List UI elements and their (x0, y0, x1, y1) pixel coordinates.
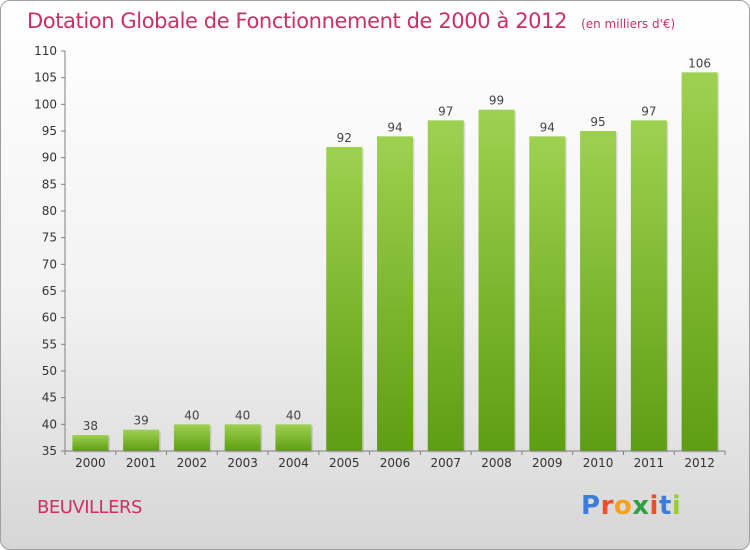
x-tick-label: 2000 (75, 456, 106, 470)
x-tick-label: 2007 (430, 456, 461, 470)
y-tick-label: 100 (34, 97, 57, 111)
bar-value-label: 95 (590, 115, 605, 129)
logo-letter: r (600, 491, 614, 521)
y-tick-label: 75 (42, 231, 57, 245)
x-tick-label: 2002 (177, 456, 208, 470)
bar-value-label: 94 (540, 120, 555, 134)
bar-value-label: 38 (83, 419, 98, 433)
bar-group: 97 (630, 104, 669, 453)
x-tick-label: 2003 (227, 456, 258, 470)
bar (580, 131, 617, 451)
chart-title-text: Dotation Globale de Fonctionnement de 20… (27, 9, 568, 33)
y-tick-label: 85 (42, 177, 57, 191)
logo-letter: t (658, 491, 672, 521)
bar-value-label: 40 (286, 408, 301, 422)
y-tick-label: 110 (34, 44, 57, 58)
bar (681, 72, 718, 451)
x-tick-label: 2006 (380, 456, 411, 470)
bar-group: 40 (173, 408, 212, 453)
y-tick-label: 45 (42, 391, 57, 405)
bar-group: 95 (580, 115, 618, 453)
y-tick-label: 50 (42, 364, 57, 378)
y-tick-label: 105 (34, 71, 57, 85)
bar-value-label: 39 (134, 414, 149, 428)
bar-group: 106 (681, 56, 720, 453)
bar (72, 435, 109, 451)
x-tick-label: 2009 (532, 456, 563, 470)
bar-value-label: 40 (184, 408, 199, 422)
logo-letter: i (671, 491, 682, 521)
y-tick-label: 65 (42, 284, 57, 298)
bar (377, 136, 413, 452)
bar-value-label: 94 (387, 120, 402, 134)
bar (224, 424, 261, 451)
bar-group: 94 (377, 120, 415, 453)
bar-value-label: 99 (489, 94, 504, 108)
bar-group: 39 (123, 414, 161, 453)
y-tick-label: 70 (42, 257, 57, 271)
bar-group: 94 (529, 120, 567, 453)
x-tick-label: 2001 (126, 456, 157, 470)
bar-value-label: 97 (438, 104, 453, 118)
x-tick-label: 2008 (481, 456, 512, 470)
bar (326, 147, 363, 451)
y-tick-label: 80 (42, 204, 57, 218)
bar-group: 97 (427, 104, 466, 453)
chart-title: Dotation Globale de Fonctionnement de 20… (27, 9, 675, 33)
x-tick-label: 2004 (278, 456, 309, 470)
x-tick-label: 2012 (684, 456, 715, 470)
bar (529, 136, 566, 452)
y-tick-label: 55 (42, 337, 57, 351)
logo-letter: P (581, 491, 601, 521)
y-tick-label: 90 (42, 151, 57, 165)
bar-group: 99 (478, 94, 517, 453)
location-label: BEUVILLERS (37, 497, 142, 518)
x-tick-label: 2010 (583, 456, 614, 470)
logo-letter: i (649, 491, 659, 521)
bar-value-label: 106 (688, 56, 711, 70)
bar-value-label: 97 (641, 104, 656, 118)
bar-group: 92 (326, 131, 364, 453)
y-tick-label: 60 (42, 311, 57, 325)
bar (427, 120, 464, 451)
bar-group: 38 (72, 419, 110, 453)
logo-letter: o (613, 491, 633, 521)
bar-value-label: 92 (337, 131, 352, 145)
x-tick-label: 2005 (329, 456, 360, 470)
logo-letter: x (632, 491, 650, 521)
proxiti-logo: Proxiti (581, 491, 681, 521)
bar-group: 40 (224, 408, 263, 453)
y-tick-label: 35 (42, 444, 57, 458)
bar (478, 109, 515, 452)
bar-value-label: 40 (235, 408, 250, 422)
chart-subtitle: (en milliers d'€) (581, 17, 676, 31)
y-tick-label: 95 (42, 124, 57, 138)
bar (123, 429, 160, 451)
bar (173, 424, 210, 451)
bar-group: 40 (275, 408, 313, 453)
x-tick-label: 2011 (634, 456, 665, 470)
y-tick-label: 40 (42, 417, 57, 431)
bar (275, 424, 312, 451)
bar (630, 120, 667, 451)
